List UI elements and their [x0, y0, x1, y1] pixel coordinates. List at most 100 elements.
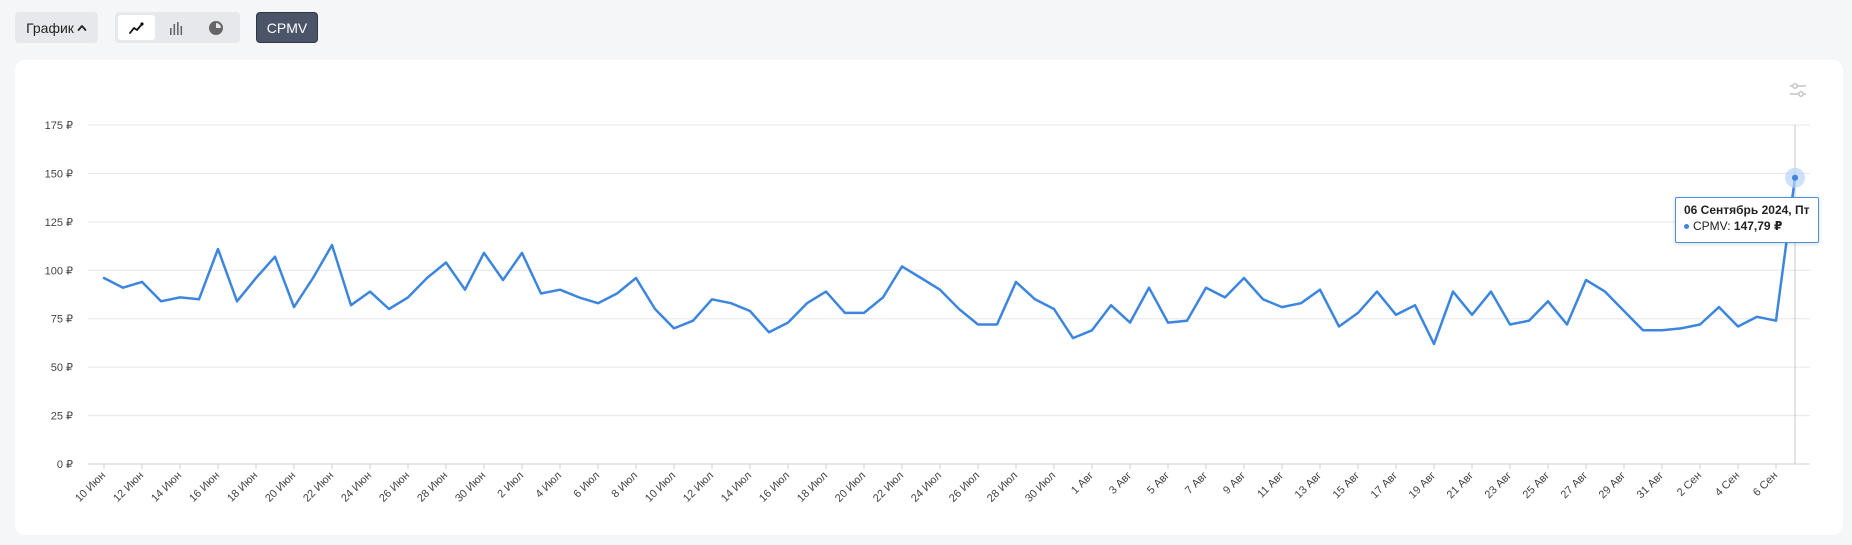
data-point: [1356, 311, 1360, 315]
y-tick-label: 125 ₽: [45, 217, 73, 229]
data-point: [1185, 319, 1189, 323]
data-point: [1166, 321, 1170, 325]
data-point: [254, 276, 258, 280]
x-tick-label: 18 Июн: [225, 470, 260, 505]
bar-chart-icon: [170, 21, 183, 35]
x-tick-label: 19 Авг: [1407, 470, 1438, 501]
chart-type-switch: [115, 12, 240, 43]
bar-chart-button[interactable]: [158, 15, 195, 40]
x-tick-label: 2 Сен: [1675, 470, 1704, 499]
x-tick-label: 5 Авг: [1145, 470, 1172, 497]
x-tick-label: 30 Июл: [1023, 470, 1058, 505]
x-tick-label: 16 Июн: [187, 470, 222, 505]
y-tick-label: 0 ₽: [57, 459, 73, 471]
data-point: [1128, 321, 1132, 325]
y-tick-label: 175 ₽: [45, 120, 73, 132]
chart-settings-icon[interactable]: [1788, 80, 1808, 100]
data-point: [501, 278, 505, 282]
data-point: [482, 251, 486, 255]
data-point: [615, 292, 619, 296]
data-point: [729, 301, 733, 305]
data-point: [1337, 324, 1341, 328]
data-point: [178, 295, 182, 299]
data-point: [1641, 328, 1645, 332]
data-point: [881, 295, 885, 299]
x-tick-label: 28 Июл: [985, 470, 1020, 505]
x-tick-label: 24 Июл: [909, 470, 944, 505]
chart-tooltip: 06 Сентябрь 2024, Пт CPMV: 147,79 ₽: [1675, 197, 1819, 243]
data-point: [235, 299, 239, 303]
data-point: [1204, 286, 1208, 290]
x-tick-label: 22 Июн: [301, 470, 336, 505]
x-tick-label: 28 Июн: [415, 470, 450, 505]
data-point: [273, 255, 277, 259]
data-point: [159, 299, 163, 303]
data-point: [387, 307, 391, 311]
data-point: [710, 297, 714, 301]
y-tick-label: 25 ₽: [51, 411, 73, 423]
data-point: [1584, 278, 1588, 282]
data-point: [900, 264, 904, 268]
y-tick-label: 50 ₽: [51, 362, 73, 374]
x-tick-label: 27 Авг: [1559, 470, 1590, 501]
x-tick-label: 10 Июн: [73, 470, 108, 505]
data-point: [539, 292, 543, 296]
data-point: [577, 295, 581, 299]
data-point: [311, 276, 315, 280]
y-tick-label: 75 ₽: [51, 314, 73, 326]
data-point: [1508, 323, 1512, 327]
data-point: [1489, 290, 1493, 294]
data-point: [596, 301, 600, 305]
pie-chart-button[interactable]: [197, 15, 234, 40]
x-tick-label: 10 Июл: [643, 470, 678, 505]
data-point: [1527, 319, 1531, 323]
data-point: [1261, 297, 1265, 301]
chevron-up-icon: [77, 24, 87, 31]
x-tick-label: 31 Авг: [1635, 470, 1666, 501]
data-point: [672, 326, 676, 330]
x-tick-label: 17 Авг: [1369, 470, 1400, 501]
data-point: [1660, 328, 1664, 332]
x-tick-label: 20 Июн: [263, 470, 298, 505]
x-tick-label: 9 Авг: [1221, 470, 1248, 497]
x-tick-label: 21 Авг: [1445, 470, 1476, 501]
line-chart-icon: [129, 21, 144, 34]
data-point: [1014, 280, 1018, 284]
data-point: [1280, 305, 1284, 309]
pie-chart-icon: [208, 20, 223, 35]
data-point: [1717, 305, 1721, 309]
tooltip-date: 06 Сентябрь 2024, Пт: [1684, 203, 1810, 217]
data-point: [1755, 315, 1759, 319]
data-point: [1470, 313, 1474, 317]
data-point: [1147, 286, 1151, 290]
data-point: [1090, 328, 1094, 332]
x-tick-label: 29 Авг: [1597, 470, 1628, 501]
data-point: [919, 276, 923, 280]
data-point: [463, 288, 467, 292]
x-tick-label: 23 Авг: [1483, 470, 1514, 501]
data-point: [767, 330, 771, 334]
x-tick-label: 12 Июл: [681, 470, 716, 505]
data-point: [1451, 290, 1455, 294]
data-point: [368, 290, 372, 294]
x-tick-label: 14 Июл: [719, 470, 754, 505]
data-point: [197, 297, 201, 301]
x-tick-label: 8 Июл: [609, 470, 640, 501]
x-tick-label: 11 Авг: [1255, 470, 1286, 501]
x-tick-label: 20 Июл: [833, 470, 868, 505]
view-dropdown-button[interactable]: График: [15, 12, 98, 43]
x-tick-label: 26 Июл: [947, 470, 982, 505]
y-tick-label: 150 ₽: [45, 168, 73, 180]
chart-card: [15, 60, 1843, 535]
x-tick-label: 6 Июл: [571, 470, 602, 501]
data-point: [140, 280, 144, 284]
x-tick-label: 24 Июн: [339, 470, 374, 505]
data-point: [1413, 303, 1417, 307]
data-point: [292, 305, 296, 309]
data-point: [520, 251, 524, 255]
metric-cpmv-button[interactable]: CPMV: [256, 12, 318, 43]
view-dropdown-label: График: [26, 19, 74, 36]
x-tick-label: 4 Июл: [533, 470, 564, 501]
data-point: [1546, 299, 1550, 303]
line-chart-button[interactable]: [118, 15, 155, 40]
